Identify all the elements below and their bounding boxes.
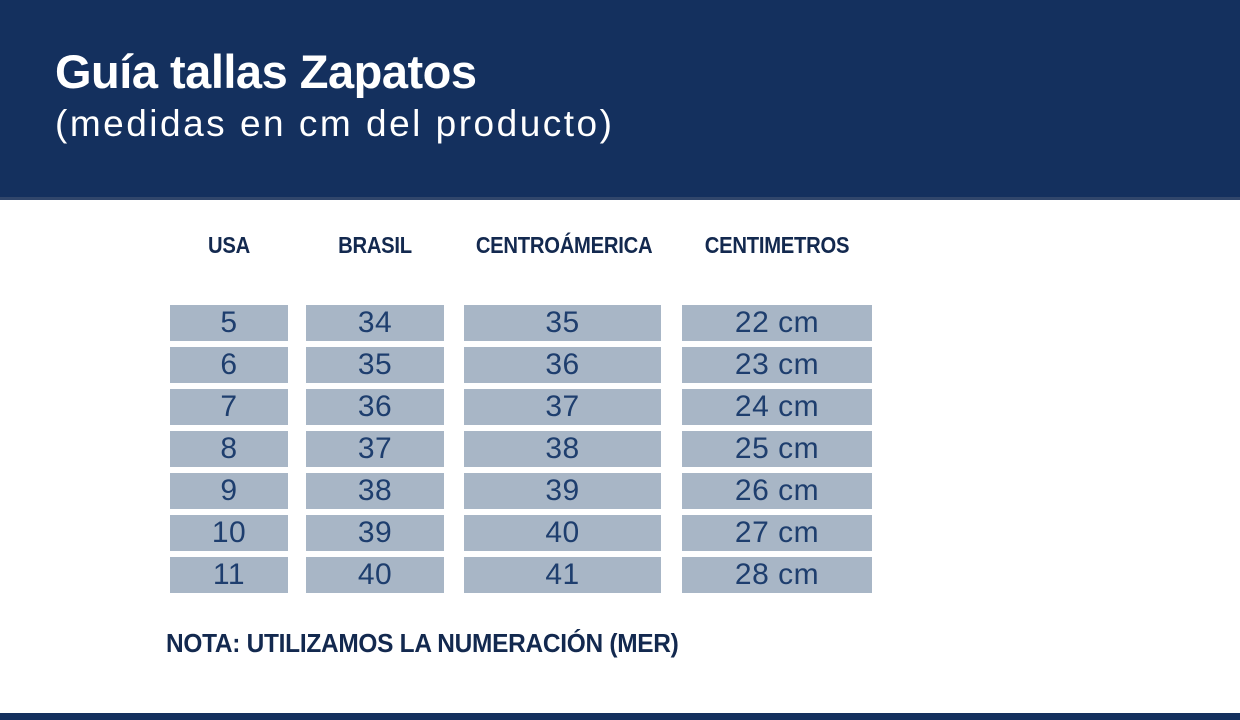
size-cell: 25 cm	[682, 431, 872, 467]
size-cell: 36	[306, 389, 444, 425]
size-cell: 11	[170, 557, 288, 593]
size-cell: 40	[464, 515, 661, 551]
column-header-centimetros: CENTIMETROS	[704, 232, 850, 258]
size-cell: 35	[306, 347, 444, 383]
size-cell: 27 cm	[682, 515, 872, 551]
size-cell: 41	[464, 557, 661, 593]
size-cell: 7	[170, 389, 288, 425]
note-text: NOTA: UTILIZAMOS LA NUMERACIÓN (MER)	[166, 628, 679, 658]
size-cell: 34	[306, 305, 444, 341]
column-header-brasil: BRASIL	[338, 232, 412, 258]
size-cell: 26 cm	[682, 473, 872, 509]
table-column-usa: USA 5 6 7 8 9 10 11	[170, 232, 288, 599]
size-cell: 37	[464, 389, 661, 425]
header-band: Guía tallas Zapatos (medidas en cm del p…	[0, 0, 1240, 200]
size-cell: 9	[170, 473, 288, 509]
size-cell: 39	[306, 515, 444, 551]
size-cell: 35	[464, 305, 661, 341]
size-cell: 36	[464, 347, 661, 383]
size-cell: 23 cm	[682, 347, 872, 383]
page-subtitle: (medidas en cm del producto)	[55, 103, 615, 144]
size-cell: 38	[464, 431, 661, 467]
table-column-brasil: BRASIL 34 35 36 37 38 39 40	[306, 232, 444, 599]
size-cell: 40	[306, 557, 444, 593]
size-cell: 6	[170, 347, 288, 383]
size-cell: 22 cm	[682, 305, 872, 341]
size-cell: 5	[170, 305, 288, 341]
size-cell: 10	[170, 515, 288, 551]
column-header-centroamerica: CENTROÁMERICA	[475, 232, 653, 258]
table-column-centroamerica: CENTROÁMERICA 35 36 37 38 39 40 41	[464, 232, 661, 599]
size-cell: 37	[306, 431, 444, 467]
size-cell: 28 cm	[682, 557, 872, 593]
size-cell: 8	[170, 431, 288, 467]
size-cell: 24 cm	[682, 389, 872, 425]
size-cell: 38	[306, 473, 444, 509]
footer-bar	[0, 713, 1240, 720]
size-cell: 39	[464, 473, 661, 509]
column-header-usa: USA	[208, 232, 250, 258]
page-title: Guía tallas Zapatos	[55, 45, 477, 98]
table-column-centimetros: CENTIMETROS 22 cm 23 cm 24 cm 25 cm 26 c…	[682, 232, 872, 599]
